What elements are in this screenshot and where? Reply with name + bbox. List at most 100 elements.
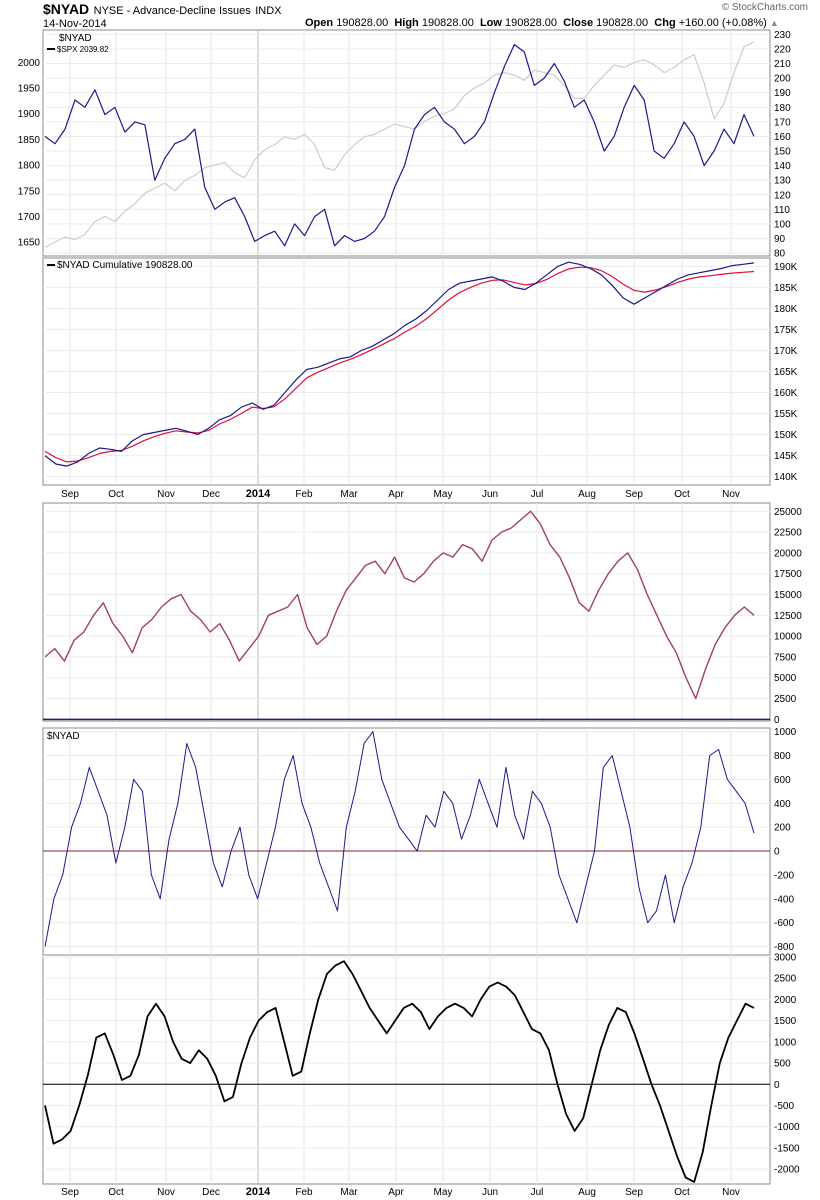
- panel-frame-4: [42, 727, 771, 956]
- panel-frame-5: [42, 956, 771, 1185]
- cumulative-line: [44, 261, 755, 467]
- panel-frame-3: [42, 502, 771, 722]
- x-axis-label-top: Mar: [340, 489, 358, 500]
- triangle-up-icon: ▲: [769, 18, 779, 28]
- summation-panel-y-tick-label: 500: [774, 1059, 791, 1070]
- x-axis-label-bottom: Aug: [578, 1187, 596, 1198]
- x-axis-label-top: Nov: [722, 489, 740, 500]
- price-panel-y-tick-label: 140: [774, 161, 791, 172]
- price-panel-left-tick-label: 1800: [18, 161, 41, 172]
- x-axis-label-bottom: Sep: [625, 1187, 643, 1198]
- cumulative-panel-y-tick-label: 145K: [774, 451, 798, 462]
- x-axis-label-top: Oct: [108, 489, 124, 500]
- x-axis-label-top: Jun: [482, 489, 498, 500]
- nyad-series-line: [44, 44, 755, 247]
- x-axis-label-bottom: May: [434, 1187, 453, 1198]
- x-axis-label-top: Feb: [295, 489, 313, 500]
- x-axis-label-bottom: Jun: [482, 1187, 498, 1198]
- open-value: 190828.00: [336, 17, 389, 29]
- summation-panel-y-tick-label: 2000: [774, 995, 797, 1006]
- close-value: 190828.00: [596, 17, 649, 29]
- cumulative-panel-y-tick-label: 155K: [774, 409, 798, 420]
- x-axis-label-bottom: Nov: [157, 1187, 175, 1198]
- cumulative-panel-y-tick-label: 185K: [774, 283, 798, 294]
- nyad-panel-y-tick-label: -600: [774, 918, 794, 929]
- price-panel-y-tick-label: 120: [774, 190, 791, 201]
- oscillator-line: [44, 510, 755, 700]
- nyad-panel-y-tick-label: 1000: [774, 727, 797, 738]
- oscillator-panel-y-tick-label: 22500: [774, 528, 802, 539]
- nyad-panel-y-tick-label: 400: [774, 799, 791, 810]
- price-panel-y-tick-label: 230: [774, 30, 791, 41]
- price-panel-left-tick-label: 1750: [18, 186, 41, 197]
- x-axis-label-bottom: Dec: [202, 1187, 220, 1198]
- x-axis-label-bottom: Jul: [531, 1187, 544, 1198]
- exchange-label: INDX: [255, 5, 282, 17]
- summation-panel-y-tick-label: -2000: [774, 1165, 800, 1176]
- x-axis-label-top: Sep: [61, 489, 79, 500]
- oscillator-panel-y-tick-label: 10000: [774, 632, 802, 643]
- summation-panel-y-tick-label: 0: [774, 1080, 780, 1091]
- x-axis-label-top: Dec: [202, 489, 220, 500]
- summation-panel-y-tick-label: -1500: [774, 1143, 800, 1154]
- cumulative-panel-y-tick-label: 190K: [774, 262, 798, 273]
- x-axis-label-bottom: Nov: [722, 1187, 740, 1198]
- high-label: High: [394, 17, 419, 29]
- nyad-panel-y-tick-label: -400: [774, 894, 794, 905]
- chg-value: +160.00 (+0.08%): [678, 17, 767, 29]
- low-value: 190828.00: [505, 17, 558, 29]
- symbol-description: NYSE - Advance-Decline Issues: [93, 5, 251, 17]
- price-panel-y-tick-label: 100: [774, 219, 791, 230]
- x-axis-label-bottom: Mar: [340, 1187, 358, 1198]
- chg-label: Chg: [654, 17, 676, 29]
- nyad-panel-y-tick-label: 0: [774, 847, 780, 858]
- oscillator-panel-y-tick-label: 2500: [774, 694, 797, 705]
- oscillator-panel-y-tick-label: 17500: [774, 569, 802, 580]
- nyad-panel-y-tick-label: 200: [774, 823, 791, 834]
- summation-panel-y-tick-label: 3000: [774, 953, 797, 964]
- price-panel-y-tick-label: 180: [774, 103, 791, 114]
- x-axis-label-top: Jul: [531, 489, 544, 500]
- panel-frame-1: [42, 29, 771, 257]
- symbol-label: $NYAD: [43, 1, 90, 17]
- x-axis-label-top: Aug: [578, 489, 596, 500]
- x-axis-label-top: 2014: [246, 488, 271, 500]
- moving-average-line: [44, 266, 755, 463]
- legend-label-nyad: $NYAD: [59, 33, 92, 44]
- price-panel-y-tick-label: 190: [774, 88, 791, 99]
- oscillator-panel-y-tick-label: 0: [774, 715, 780, 726]
- price-panel-y-tick-label: 170: [774, 117, 791, 128]
- oscillator-panel-y-tick-label: 20000: [774, 548, 802, 559]
- price-panel-left-tick-label: 1700: [18, 212, 41, 223]
- price-panel-left-tick-label: 1850: [18, 135, 41, 146]
- close-label: Close: [563, 17, 594, 29]
- price-panel-y-tick-label: 110: [774, 205, 790, 216]
- summation-panel-y-tick-label: -1000: [774, 1122, 800, 1133]
- x-axis-label-top: Oct: [674, 489, 690, 500]
- chart-date: 14-Nov-2014: [43, 18, 107, 30]
- spx-series-line: [44, 41, 755, 248]
- oscillator-panel-y-tick-label: 12500: [774, 611, 802, 622]
- price-panel-y-tick-label: 150: [774, 147, 791, 158]
- x-axis-label-top: May: [434, 489, 453, 500]
- x-axis-label-bottom: 2014: [246, 1186, 271, 1198]
- price-panel-y-tick-label: 80: [774, 249, 786, 260]
- cumulative-panel-y-tick-label: 150K: [774, 430, 798, 441]
- oscillator-panel-y-tick-label: 15000: [774, 590, 802, 601]
- nyad-daily-line: [44, 731, 755, 947]
- legend-label-spx: $SPX 2039.82: [57, 45, 109, 54]
- x-axis-label-bottom: Oct: [674, 1187, 690, 1198]
- price-panel-y-tick-label: 90: [774, 234, 786, 245]
- legend-label-nyad-daily: $NYAD: [47, 731, 80, 742]
- cumulative-panel-y-tick-label: 180K: [774, 304, 798, 315]
- nyad-panel-y-tick-label: 800: [774, 751, 791, 762]
- price-panel-left-tick-label: 2000: [18, 58, 41, 69]
- summation-panel-y-tick-label: 1500: [774, 1016, 797, 1027]
- ohlc-readout: Open 190828.00 High 190828.00 Low 190828…: [305, 17, 779, 29]
- cumulative-panel-y-tick-label: 160K: [774, 388, 798, 399]
- price-panel-left-tick-label: 1950: [18, 84, 41, 95]
- low-label: Low: [479, 17, 502, 29]
- stockcharts-watermark: © StockCharts.com: [721, 2, 808, 13]
- cumulative-panel-y-tick-label: 175K: [774, 325, 798, 336]
